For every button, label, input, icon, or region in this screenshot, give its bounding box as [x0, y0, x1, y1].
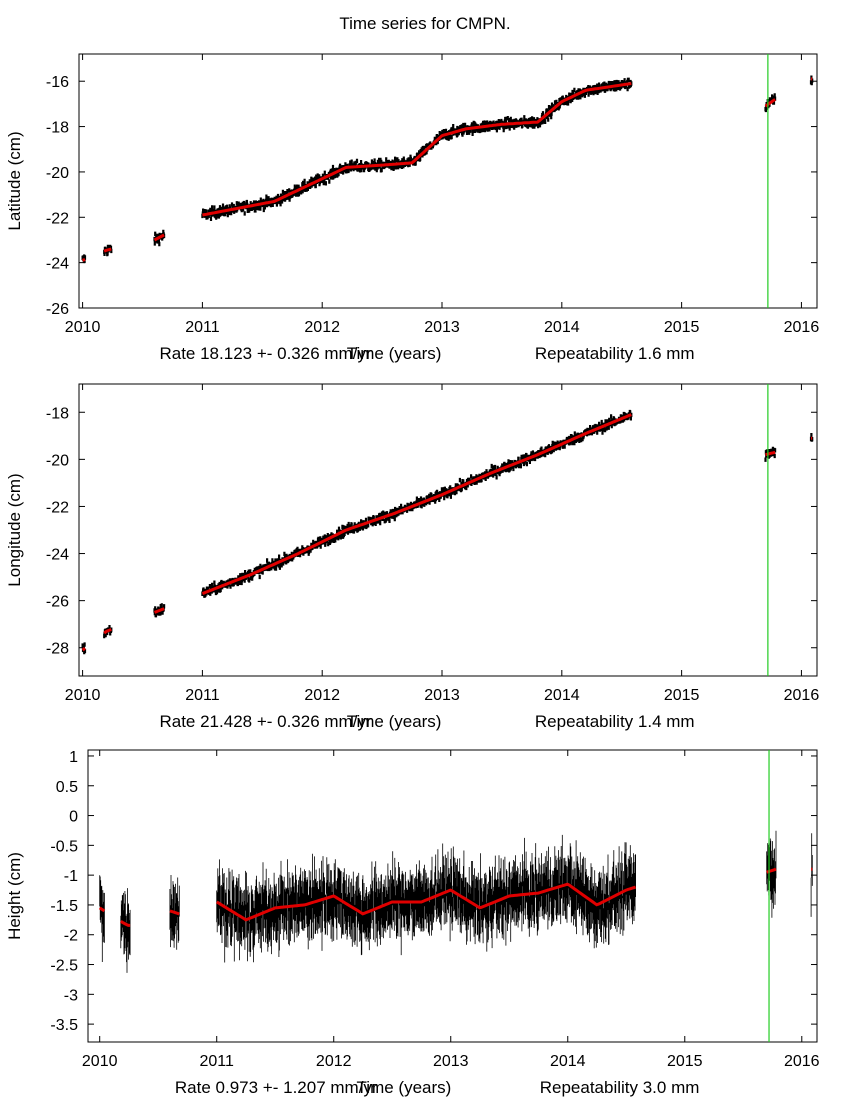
model-fit-line: [201, 413, 632, 595]
y-tick-label: -18: [46, 405, 69, 422]
y-axis-label: Height (cm): [5, 852, 24, 940]
model-fit-line: [153, 607, 165, 614]
x-tick-label: 2015: [664, 319, 700, 336]
y-tick-label: -26: [46, 594, 69, 611]
x-tick-label: 2011: [185, 319, 220, 336]
y-tick-label: -22: [46, 499, 69, 516]
x-tick-label: 2010: [65, 319, 101, 336]
x-tick-label: 2013: [424, 319, 460, 336]
x-tick-label: 2011: [185, 687, 220, 704]
model-fit-line: [766, 867, 777, 874]
x-tick-label: 2014: [544, 319, 580, 336]
data-points: [81, 75, 814, 264]
x-tick-label: 2010: [65, 687, 101, 704]
x-tick-label: 2015: [664, 687, 700, 704]
y-tick-label: -20: [46, 452, 69, 469]
model-fit-line: [764, 98, 776, 108]
y-tick-label: -20: [46, 165, 69, 182]
y-tick-label: -24: [46, 547, 69, 564]
y-tick-label: 0.5: [56, 779, 78, 796]
y-tick-label: 1: [69, 749, 78, 766]
model-fit-line: [98, 906, 106, 913]
x-tick-label: 2014: [550, 1053, 586, 1070]
x-tick-label: 2016: [784, 1053, 820, 1070]
data-points: [81, 409, 814, 655]
y-tick-label: -22: [46, 210, 69, 227]
x-tick-label: 2016: [784, 319, 820, 336]
repeatability-label: Repeatability 1.6 mm: [535, 344, 695, 363]
y-tick-label: -2.5: [50, 958, 78, 975]
y-tick-label: -1: [64, 868, 78, 885]
x-tick-label: 2012: [304, 687, 340, 704]
model-fit-line: [82, 258, 86, 262]
plot-frame: [87, 749, 818, 1043]
y-tick-label: -0.5: [50, 838, 78, 855]
data-points: [99, 830, 813, 973]
rate-label: Rate 18.123 +- 0.326 mm/yr: [159, 344, 371, 363]
repeatability-label: Repeatability 3.0 mm: [540, 1078, 700, 1097]
y-tick-label: -1.5: [50, 898, 78, 915]
model-fit-line: [81, 647, 86, 652]
model-fit-line: [202, 82, 632, 217]
y-tick-label: -26: [46, 301, 69, 318]
y-tick-label: -2: [64, 928, 78, 945]
rate-label: Rate 21.428 +- 0.326 mm/yr: [159, 712, 371, 731]
chart-title: Time series for CMPN.: [339, 14, 511, 33]
x-axis-label: Time (years): [357, 1078, 452, 1097]
data-point-cloud: [81, 409, 814, 655]
y-tick-label: -16: [46, 74, 69, 91]
x-tick-label: 2011: [200, 1053, 235, 1070]
model-fit-line: [119, 920, 131, 927]
y-tick-label: -3: [64, 987, 78, 1004]
height-panel: 2010 2011 2012 2013 2014 2015 2016 1 0.5 0 -0.5 -1 -…: [5, 749, 820, 1097]
rate-label: Rate 0.973 +- 1.207 mm/yr: [175, 1078, 378, 1097]
repeatability-label: Repeatability 1.4 mm: [535, 712, 695, 731]
model-fit-line: [215, 882, 637, 922]
x-tick-label: 2015: [667, 1053, 703, 1070]
x-tick-label: 2013: [433, 1053, 469, 1070]
x-tick-label: 2012: [304, 319, 340, 336]
model-fit-line: [169, 909, 180, 916]
y-axis-label: Latitude (cm): [5, 131, 24, 230]
y-tick-label: 0: [69, 809, 78, 826]
error-bars: [99, 830, 813, 973]
x-tick-label: 2014: [544, 687, 580, 704]
latitude-panel: 2010 2011 2012 2013 2014 2015 2016 -26 -24 -22 -20…: [5, 53, 820, 363]
x-axis-label: Time (years): [347, 712, 442, 731]
y-tick-label: -3.5: [50, 1017, 78, 1034]
y-axis-label: Longitude (cm): [5, 473, 24, 586]
y-tick-label: -18: [46, 120, 69, 137]
x-tick-label: 2010: [82, 1053, 118, 1070]
y-tick-label: -24: [46, 256, 69, 273]
model-fit-line: [103, 628, 112, 635]
plot-frame: [78, 53, 818, 309]
x-tick-label: 2012: [316, 1053, 352, 1070]
model-fit-line: [103, 247, 112, 253]
model-fit-line: [765, 450, 776, 457]
plot-frame: [78, 383, 818, 677]
x-axis-label: Time (years): [347, 344, 442, 363]
y-tick-label: -28: [46, 641, 69, 658]
model-fit-line: [153, 233, 165, 242]
x-tick-label: 2013: [424, 687, 460, 704]
data-point-cloud: [81, 75, 814, 264]
x-tick-label: 2016: [784, 687, 820, 704]
longitude-panel: 2010 2011 2012 2013 2014 2015 2016 -28 -26 -24 -22…: [5, 383, 820, 731]
